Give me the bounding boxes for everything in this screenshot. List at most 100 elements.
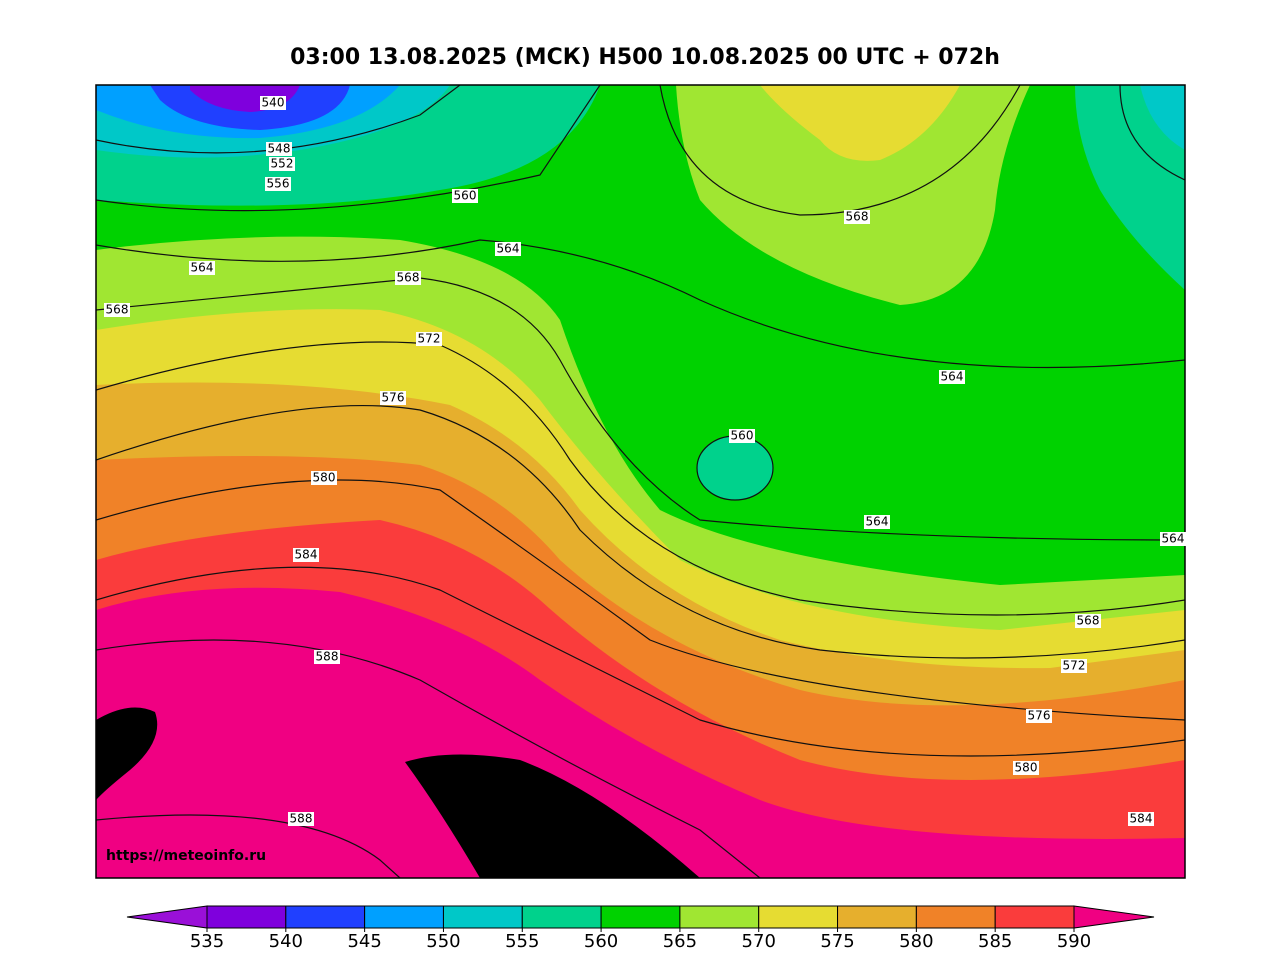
- colorbar-cell: [285, 905, 366, 929]
- isohypse: [96, 404, 1185, 659]
- contour-label-bg: [380, 391, 406, 405]
- colorbar-tick-label: 575: [820, 931, 854, 952]
- contour-label-bg: [288, 812, 314, 826]
- colorbar-extend: [126, 905, 208, 929]
- contour-label: 588: [290, 812, 313, 826]
- colorbar-tick-label: 565: [663, 931, 697, 952]
- contour-label: 540: [262, 96, 285, 110]
- contour-label-bg: [265, 177, 291, 191]
- contour-label: 580: [313, 471, 336, 485]
- isohypse: [96, 239, 1185, 369]
- contour-label-bg: [1026, 709, 1052, 723]
- contour-label: 564: [941, 370, 964, 384]
- contour-label: 560: [454, 189, 477, 203]
- contour-label-bg: [1075, 614, 1101, 628]
- contour-label-bg: [844, 210, 870, 224]
- colorbar-tick-label: 560: [584, 931, 618, 952]
- fill-region: [1075, 85, 1185, 290]
- contour-label: 572: [1063, 659, 1086, 673]
- map-frame: [95, 84, 1186, 879]
- colorbar-cell: [442, 905, 523, 929]
- contour-label-bg: [293, 548, 319, 562]
- isohypse: [96, 639, 761, 878]
- contour-label-bg: [1160, 532, 1186, 546]
- colorbar-cell: [837, 905, 917, 929]
- contour-label-bg: [939, 370, 965, 384]
- contour-label-bg: [864, 515, 890, 529]
- contour-label-bg: [395, 271, 421, 285]
- colorbar-cell: [206, 905, 287, 929]
- contour-label: 560: [731, 429, 754, 443]
- colorbar-tick-label: 535: [190, 931, 224, 952]
- contour-label: 588: [316, 650, 339, 664]
- colorbar: 535 540 545 550 555 560 565 570 575 580 585 590: [126, 905, 1155, 952]
- contour-label-bg: [729, 429, 755, 443]
- colorbar-tick-label: 570: [742, 931, 776, 952]
- title: 03:00 13.08.2025 (МСК) H500 10.08.2025 0…: [290, 45, 1000, 70]
- contour-label-bg: [260, 96, 286, 110]
- fill-region: [96, 587, 1185, 878]
- isohypse: [96, 566, 1185, 757]
- colorbar-extend: [1073, 905, 1155, 929]
- contour-label: 584: [295, 548, 318, 562]
- contour-label: 564: [497, 242, 520, 256]
- fill-region: [697, 436, 773, 500]
- isohypse: [96, 277, 1185, 541]
- colorbar-cell: [364, 905, 444, 929]
- contour-label: 568: [397, 271, 420, 285]
- contour-label-bg: [189, 261, 215, 275]
- isohypse: [96, 814, 401, 878]
- source-link: https://meteoinfo.ru: [106, 848, 266, 864]
- contour-label: 564: [866, 515, 889, 529]
- isohypse: [96, 341, 1185, 616]
- colorbar-cell: [915, 905, 996, 929]
- contour-label: 572: [418, 332, 441, 346]
- contour-label-bg: [1128, 812, 1154, 826]
- fill-region: [1140, 85, 1185, 150]
- contour-label: 576: [382, 391, 405, 405]
- colorbar-tick-label: 555: [505, 931, 539, 952]
- contour-label: 568: [1077, 614, 1100, 628]
- contour-label: 564: [191, 261, 214, 275]
- contour-label-bg: [495, 242, 521, 256]
- isohypse: [659, 85, 1021, 216]
- colorbar-cell: [600, 905, 681, 929]
- contour-label: 556: [267, 177, 290, 191]
- colorbar-tick-label: 550: [426, 931, 460, 952]
- isohypse: [96, 85, 601, 212]
- contour-label: 584: [1130, 812, 1153, 826]
- contour-label: 564: [1162, 532, 1185, 546]
- contour-label: 580: [1015, 761, 1038, 775]
- contour-label-bg: [311, 471, 337, 485]
- contour-label: 576: [1028, 709, 1051, 723]
- contour-label: 568: [106, 303, 129, 317]
- colorbar-cell: [994, 905, 1075, 929]
- colorbar-tick-label: 540: [269, 931, 303, 952]
- colorbar-cell: [521, 905, 602, 929]
- fill-region: [676, 85, 1030, 305]
- contour-label-bg: [1061, 659, 1087, 673]
- contour-label-bg: [266, 142, 292, 156]
- contour-label-bg: [452, 189, 478, 203]
- contour-label-bg: [269, 157, 295, 171]
- isohypse: [96, 479, 1185, 721]
- contour-label-bg: [1013, 761, 1039, 775]
- fill-region: [405, 754, 700, 878]
- fill-region: [760, 85, 960, 161]
- contour-label: 568: [846, 210, 869, 224]
- colorbar-tick-label: 580: [899, 931, 933, 952]
- isohypse: [1119, 85, 1185, 181]
- fill-region: [96, 707, 158, 800]
- colorbar-cell: [758, 905, 839, 929]
- colorbar-tick-label: 585: [978, 931, 1012, 952]
- colorbar-tick-label: 545: [347, 931, 381, 952]
- contour-label: 552: [271, 157, 294, 171]
- contour-label-bg: [104, 303, 130, 317]
- contour-label: 548: [268, 142, 291, 156]
- colorbar-tick-label: 590: [1057, 931, 1091, 952]
- colorbar-cell: [679, 905, 760, 929]
- map: [96, 85, 1185, 878]
- contour-label-bg: [314, 650, 340, 664]
